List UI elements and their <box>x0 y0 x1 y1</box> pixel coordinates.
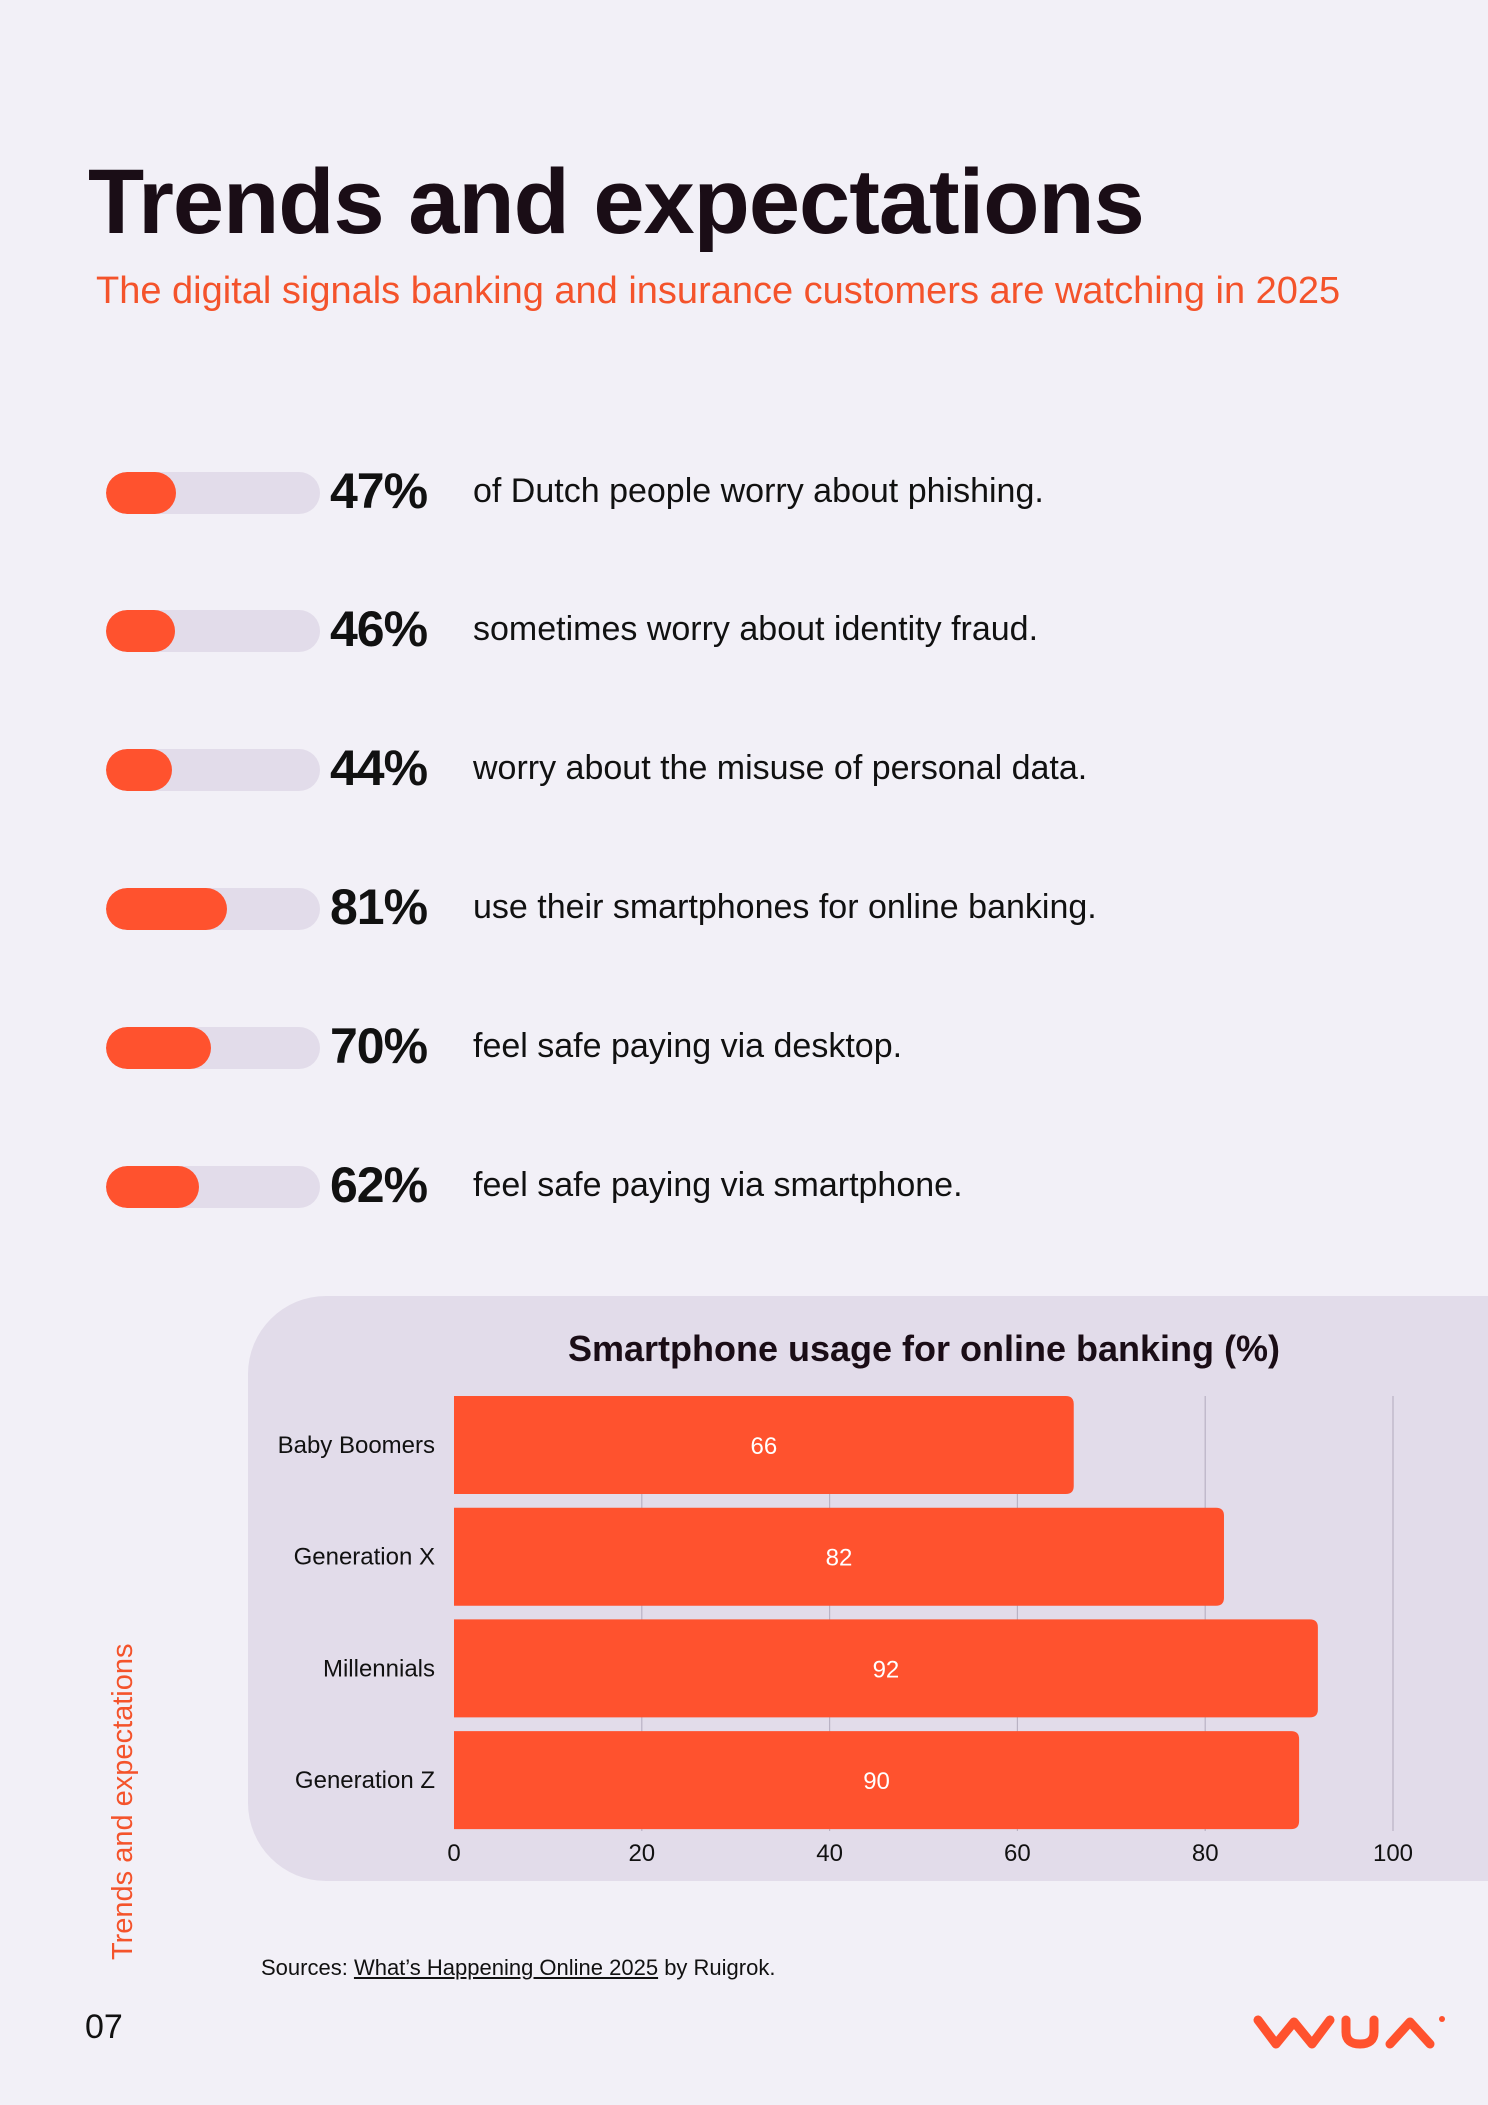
stat-progress-track <box>106 1166 320 1208</box>
stat-percent: 46% <box>330 601 428 657</box>
sources-link[interactable]: What’s Happening Online 2025 <box>353 1955 659 1980</box>
chart-bar <box>454 1396 1074 1494</box>
stat-row: 62% feel safe paying via smartphone. <box>0 1156 1488 1216</box>
stat-description: of Dutch people worry about phishing. <box>473 472 1044 510</box>
stat-description: sometimes worry about identity fraud. <box>473 610 1039 648</box>
bar-value-label: 66 <box>751 1433 778 1460</box>
stat-row: 70% feel safe paying via desktop. <box>0 1017 1488 1077</box>
bar-value-label: 92 <box>873 1656 900 1683</box>
stat-progress-fill <box>106 888 227 930</box>
sources-note: Sources: What’s Happening Online 2025 by… <box>261 1955 775 1981</box>
stat-progress-track <box>106 1027 320 1069</box>
x-tick-label: 0 <box>447 1840 460 1867</box>
stat-percent: 81% <box>330 879 428 935</box>
x-tick-label: 100 <box>1373 1840 1413 1867</box>
stat-description: feel safe paying via desktop. <box>473 1027 903 1065</box>
stat-row: 81% use their smartphones for online ban… <box>0 878 1488 938</box>
category-label: Generation X <box>294 1544 435 1571</box>
stat-progress-track <box>106 610 320 652</box>
stat-progress-fill <box>106 1027 211 1069</box>
bar-value-label: 90 <box>863 1768 890 1795</box>
stat-row: 44% worry about the misuse of personal d… <box>0 739 1488 799</box>
stat-percent: 47% <box>330 463 428 519</box>
x-tick-label: 40 <box>816 1840 843 1867</box>
chart-bar <box>454 1507 1224 1606</box>
stat-description: worry about the misuse of personal data. <box>473 749 1088 787</box>
x-tick-label: 80 <box>1192 1840 1219 1867</box>
category-label: Generation Z <box>295 1767 435 1794</box>
x-tick-label: 20 <box>628 1840 655 1867</box>
stat-description: feel safe paying via smartphone. <box>473 1166 963 1204</box>
chart-title: Smartphone usage for online banking (%) <box>567 1328 1281 1369</box>
stat-percent: 70% <box>330 1018 428 1074</box>
stat-progress-fill <box>106 472 176 514</box>
category-label: Baby Boomers <box>278 1432 435 1459</box>
sources-prefix: Sources: <box>261 1955 354 1980</box>
category-label: Millennials <box>323 1655 435 1682</box>
stat-row: 46% sometimes worry about identity fraud… <box>0 600 1488 660</box>
page-title: Trends and expectations <box>88 151 1145 253</box>
page-subtitle: The digital signals banking and insuranc… <box>96 270 1341 312</box>
x-tick-label: 60 <box>1004 1840 1031 1867</box>
stat-row: 47% of Dutch people worry about phishing… <box>0 462 1488 522</box>
stat-progress-fill <box>106 1166 199 1208</box>
stat-progress-track <box>106 888 320 930</box>
stat-progress-fill <box>106 610 175 652</box>
chart-bar <box>454 1619 1318 1718</box>
wua-logo <box>1253 2015 1445 2049</box>
stat-percent: 44% <box>330 740 428 796</box>
chart-bar <box>454 1731 1300 1830</box>
stat-progress-track <box>106 472 320 514</box>
page-number: 07 <box>85 2008 123 2046</box>
stat-progress-fill <box>106 749 172 791</box>
stat-progress-track <box>106 749 320 791</box>
sources-suffix: by Ruigrok. <box>658 1955 776 1980</box>
bar-value-label: 82 <box>826 1545 853 1572</box>
stat-percent: 62% <box>330 1157 428 1213</box>
stat-description: use their smartphones for online banking… <box>473 888 1097 926</box>
sidebar-section-label: Trends and expectations <box>107 1643 139 1960</box>
